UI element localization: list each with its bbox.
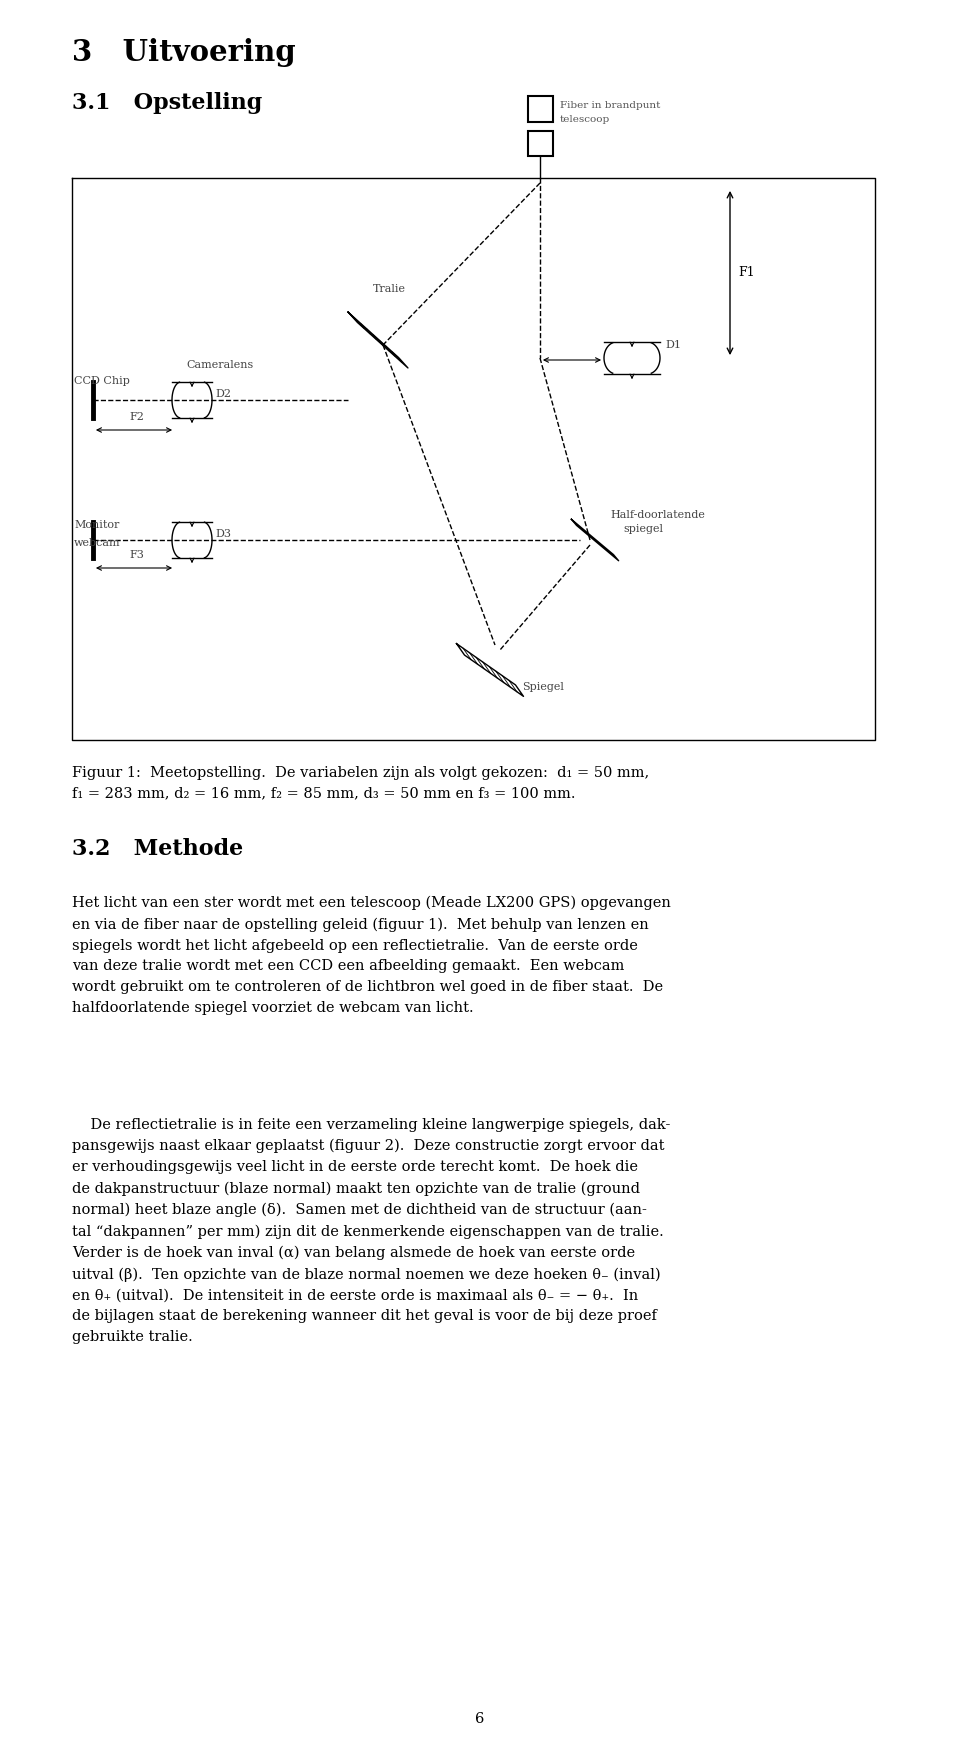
Text: D3: D3 (215, 530, 231, 538)
Bar (528, 131, 553, 157)
Text: De reflectietralie is in feite een verzameling kleine langwerpige spiegels, dak-: De reflectietralie is in feite een verza… (72, 1118, 670, 1345)
Bar (528, 96, 553, 122)
Text: 3.2   Methode: 3.2 Methode (72, 838, 243, 861)
Text: Het licht van een ster wordt met een telescoop (Meade LX200 GPS) opgevangen
en v: Het licht van een ster wordt met een tel… (72, 895, 671, 1016)
Text: spiegel: spiegel (623, 524, 663, 535)
Text: D2: D2 (215, 388, 231, 399)
Text: 3   Uitvoering: 3 Uitvoering (72, 38, 296, 66)
Text: 6: 6 (475, 1712, 485, 1726)
Text: Monitor: Monitor (74, 521, 119, 530)
Text: F1: F1 (738, 267, 755, 279)
Text: 3.1   Opstelling: 3.1 Opstelling (72, 92, 262, 113)
Text: F2: F2 (129, 413, 144, 422)
Text: telescoop: telescoop (560, 115, 611, 124)
Text: webcam: webcam (74, 538, 121, 549)
Text: Half-doorlatende: Half-doorlatende (610, 510, 705, 521)
Text: Tralie: Tralie (373, 284, 406, 294)
Text: F3: F3 (129, 550, 144, 559)
Text: Figuur 1:  Meetopstelling.  De variabelen zijn als volgt gekozen:  d₁ = 50 mm,
f: Figuur 1: Meetopstelling. De variabelen … (72, 766, 649, 800)
Text: D1: D1 (665, 340, 681, 350)
Text: CCD Chip: CCD Chip (74, 376, 130, 387)
Text: Fiber in brandpunt: Fiber in brandpunt (560, 101, 660, 110)
Text: Spiegel: Spiegel (522, 683, 564, 692)
Text: Cameralens: Cameralens (186, 361, 253, 369)
